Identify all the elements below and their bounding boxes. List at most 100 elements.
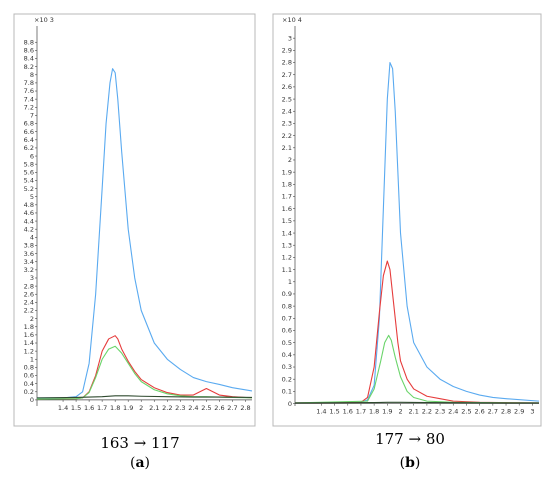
panel-a-xtick-label: 2.6	[214, 404, 224, 412]
panel-b-frame	[272, 13, 542, 427]
panel-a-xtick-label: 1.7	[97, 404, 107, 412]
panel-b-ytick-label: 1.3	[282, 241, 292, 249]
panel-a-ytick-label: 8.4	[24, 55, 34, 63]
panel-a-ytick-label: 3	[30, 274, 34, 282]
panel-a-ytick-label: 7.2	[24, 103, 34, 111]
panel-b-xtick-label: 2	[398, 408, 402, 416]
panel-a-xtick-label: 2.8	[240, 404, 250, 412]
panel-b-ytick-label: 2.7	[282, 71, 292, 79]
panel-b-xtick-label: 1.9	[382, 408, 392, 416]
panel-a-xtick-label: 1.6	[84, 404, 94, 412]
panel-b-ytick-label: 2.4	[282, 107, 292, 115]
panel-b-xtick-label: 3	[530, 408, 534, 416]
panel-b-plot: 0 0.1 0.2 0.3 0.4 0.5 0.6 0.7 0.8 0.9 1 1.1 1.2 1.3 1.…	[282, 26, 540, 416]
panel-a-ytick-label: 0.8	[24, 364, 34, 372]
panel-a-ytick-label: 3.6	[24, 250, 34, 258]
panel-b-ytick-label: 0.5	[282, 339, 292, 347]
panel-b-ytick-label: 2	[288, 156, 292, 164]
panel-b-xtick-label: 2.3	[435, 408, 445, 416]
panel-a-ytick-label: 7.6	[24, 87, 34, 95]
panel-a-ytick-label: 6.2	[24, 144, 34, 152]
panel-a-frame	[13, 13, 256, 427]
panel-a-xtick-label: 2	[139, 404, 143, 412]
panel-b-ytick-label: 1.4	[282, 229, 292, 237]
panel-a-ytick-label: 7.8	[24, 79, 34, 87]
panel-a-ytick-label: 2.6	[24, 290, 34, 298]
panel-a-ytick-label: 5	[30, 193, 34, 201]
panel-a-multiplier: ×10 3	[34, 16, 54, 24]
panel-b-ytick-label: 2.1	[282, 144, 292, 152]
panel-b-ytick-label: 2.6	[282, 83, 292, 91]
panel-a-ytick-label: 5.8	[24, 160, 34, 168]
panel-b-ytick-label: 0.2	[282, 375, 292, 383]
panel-b-xtick-label: 1.7	[356, 408, 366, 416]
panel-b-ytick-label: 2.5	[282, 95, 292, 103]
panel-a-ytick-label: 6.4	[24, 136, 34, 144]
panel-a-ytick-label: 1.4	[24, 339, 34, 347]
panel-b-xtick-label: 2.8	[501, 408, 511, 416]
panel-b-ytick-label: 0.3	[282, 363, 292, 371]
panel-a-ytick-label: 3.2	[24, 266, 34, 274]
panel-a-label-wrap: (a)	[129, 455, 150, 471]
panel-a-ytick-label: 1	[30, 355, 34, 363]
panel-a-ytick-label: 0.6	[24, 372, 34, 380]
panel-a-plot: 00.20.40.60.811.21.41.61.822.22.42.62.83…	[24, 26, 253, 412]
panel-b-ytick-label: 1.5	[282, 217, 292, 225]
panel-a-ytick-label: 5.6	[24, 169, 34, 177]
panel-b-xtick-label: 2.7	[488, 408, 498, 416]
panel-a-ytick-label: 8.6	[24, 47, 34, 55]
panel-b-xtick-label: 2.6	[474, 408, 484, 416]
panel-a-xtick-label: 1.4	[58, 404, 68, 412]
panel-a-series-1-line	[36, 335, 253, 400]
panel-b-xtick-label: 1.6	[343, 408, 353, 416]
panel-b-ytick-label: 1.9	[282, 168, 292, 176]
panel-b-xtick-label: 1.8	[369, 408, 379, 416]
panel-b-ytick-label: 2.9	[282, 47, 292, 55]
panel-a-ytick-label: 4.2	[24, 225, 34, 233]
panel-b-multiplier: ×10 4	[282, 16, 302, 24]
panel-b-series-3-line	[294, 401, 540, 404]
panel-a-ytick-label: 2.2	[24, 307, 34, 315]
panel-a-xtick-label: 1.9	[123, 404, 133, 412]
panel-b-ytick-label: 1.2	[282, 254, 292, 262]
panel-a-xtick-label: 2.4	[188, 404, 198, 412]
panel-a-ytick-label: 8.2	[24, 63, 34, 71]
panel-a-transition: 163 → 117	[100, 434, 180, 452]
panel-a-ytick-label: 2.4	[24, 299, 34, 307]
panel-a-label: a	[135, 455, 145, 471]
panel-b-ytick-label: 1.6	[282, 205, 292, 213]
panel-b-xtick-label: 2.2	[422, 408, 432, 416]
panel-b-ytick-label: 0	[288, 400, 292, 408]
panel-b-xtick-label: 1.5	[329, 408, 339, 416]
panel-b-ytick-label: 3	[288, 34, 292, 42]
panel-b-series-2-line	[294, 334, 540, 404]
panel-a-xtick-label: 2.7	[227, 404, 237, 412]
panel-b-ytick-label: 0.9	[282, 290, 292, 298]
panel-a-ytick-label: 8.8	[24, 38, 34, 46]
panel-b-ytick-label: 0.4	[282, 351, 292, 359]
panel-a-ytick-label: 0.4	[24, 380, 34, 388]
panel-a-ytick-label: 6.6	[24, 128, 34, 136]
panel-a-ytick-label: 5.2	[24, 185, 34, 193]
panel-a-ytick-label: 4.4	[24, 217, 34, 225]
panel-a-xtick-label: 2.3	[175, 404, 185, 412]
panel-b: ×10 4 0 0.1 0.2 0.3 0.4 0.5 0.6 0.7 0.8 0.9 1 1.1 1.…	[272, 13, 542, 427]
panel-b-xtick-label: 1.4	[316, 408, 326, 416]
panel-a-xtick-label: 2.2	[162, 404, 172, 412]
panel-a-ytick-label: 3.4	[24, 258, 34, 266]
panel-a-ytick-label: 5.4	[24, 177, 34, 185]
panel-a-ytick-label: 4	[30, 234, 34, 242]
panel-a-ytick-label: 0.2	[24, 388, 34, 396]
panel-b-label-wrap: (b)	[399, 455, 421, 471]
panel-b-xtick-label: 2.4	[448, 408, 458, 416]
panel-a-ytick-label: 0	[30, 396, 34, 404]
panel-a-ytick-label: 6.8	[24, 120, 34, 128]
panel-b-transition: 177 → 80	[375, 430, 445, 448]
panel-b-ytick-label: 2.3	[282, 120, 292, 128]
panel-b-xtick-label: 2.1	[409, 408, 419, 416]
panel-b-ytick-label: 0.6	[282, 327, 292, 335]
panel-b-ytick-label: 2.8	[282, 59, 292, 67]
panel-a-series-3-line	[36, 395, 253, 399]
panel-b-xtick-label: 2.5	[461, 408, 471, 416]
panel-a-ytick-label: 8	[30, 71, 34, 79]
